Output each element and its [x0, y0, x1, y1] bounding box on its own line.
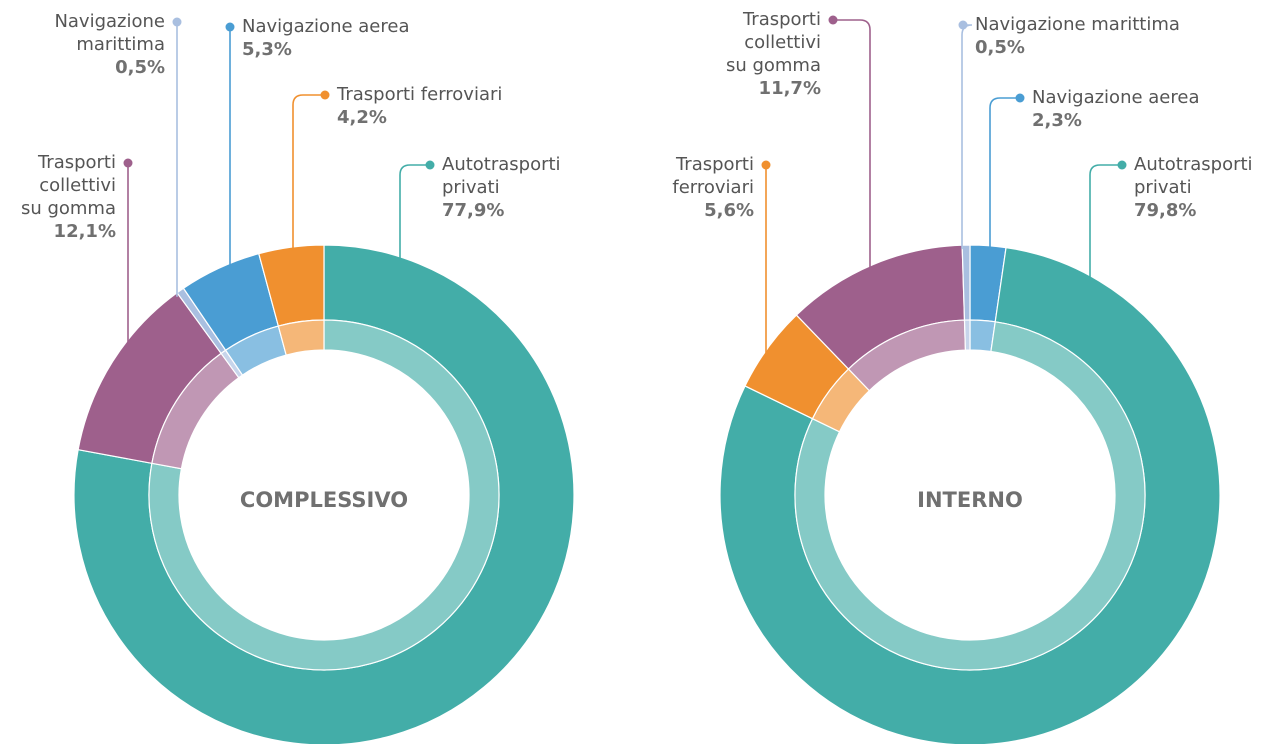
- slice-name: Trasporti ferroviari: [337, 84, 503, 105]
- slice-name: Trasporti collettivi su gomma: [20, 152, 116, 219]
- leader-dot: [828, 15, 838, 25]
- slice-label: Navigazione aerea 2,3%: [1032, 86, 1232, 132]
- slice-name: Trasporti collettivi su gomma: [725, 9, 821, 76]
- slice-label: Trasporti collettivi su gomma 11,7%: [721, 8, 821, 100]
- slice-label: Trasporti collettivi su gomma 12,1%: [16, 151, 116, 243]
- leader-dot: [1015, 93, 1025, 103]
- slice-name: Navigazione aerea: [242, 16, 410, 37]
- leader-dot: [1117, 160, 1127, 170]
- slice-value: 5,6%: [704, 200, 754, 221]
- slice-value: 4,2%: [337, 107, 387, 128]
- leader-line: [399, 164, 430, 261]
- slice-label: Trasporti ferroviari 4,2%: [337, 83, 557, 129]
- leader-line: [292, 94, 325, 251]
- slice-value: 12,1%: [53, 221, 116, 242]
- leader-dot: [320, 90, 330, 100]
- slice-label: Navigazione marittima 0,5%: [975, 13, 1215, 59]
- leader-dot: [225, 22, 235, 32]
- slice-value: 77,9%: [442, 200, 505, 221]
- slice-name: Trasporti ferroviari: [672, 154, 754, 198]
- leader-dot: [761, 160, 771, 170]
- slice-name: Autotrasporti privati: [442, 154, 561, 198]
- slice-label: Autotrasporti privati 79,8%: [1134, 153, 1274, 222]
- donut-inner-slice: [277, 319, 325, 356]
- slice-label: Autotrasporti privati 77,9%: [442, 153, 582, 222]
- slice-value: 5,3%: [242, 39, 292, 60]
- donut-inner-slice: [148, 319, 500, 671]
- leader-dot: [425, 160, 435, 170]
- donut-inner-slice: [794, 321, 1146, 671]
- donut-inner-slice: [963, 319, 971, 351]
- leader-line: [1089, 164, 1122, 280]
- chart-title: COMPLESSIVO: [240, 488, 408, 512]
- leader-dot: [172, 17, 182, 27]
- leader-line: [833, 19, 871, 270]
- slice-label: Navigazione aerea 5,3%: [242, 15, 442, 61]
- leader-line: [989, 97, 1020, 250]
- leader-dot: [958, 20, 968, 30]
- slice-label: Trasporti ferroviari 5,6%: [654, 153, 754, 222]
- slice-name: Navigazione marittima: [975, 14, 1180, 35]
- slice-value: 11,7%: [758, 78, 821, 99]
- slice-value: 0,5%: [975, 37, 1025, 58]
- slice-label: Navigazione marittima 0,5%: [25, 10, 165, 79]
- leader-line: [961, 24, 973, 250]
- slice-name: Autotrasporti privati: [1134, 154, 1253, 198]
- chart-title: INTERNO: [917, 488, 1023, 512]
- slice-value: 0,5%: [115, 57, 165, 78]
- slice-name: Navigazione aerea: [1032, 87, 1200, 108]
- slice-value: 79,8%: [1134, 200, 1197, 221]
- leader-dot: [123, 158, 133, 168]
- slice-name: Navigazione marittima: [54, 11, 165, 55]
- slice-value: 2,3%: [1032, 110, 1082, 131]
